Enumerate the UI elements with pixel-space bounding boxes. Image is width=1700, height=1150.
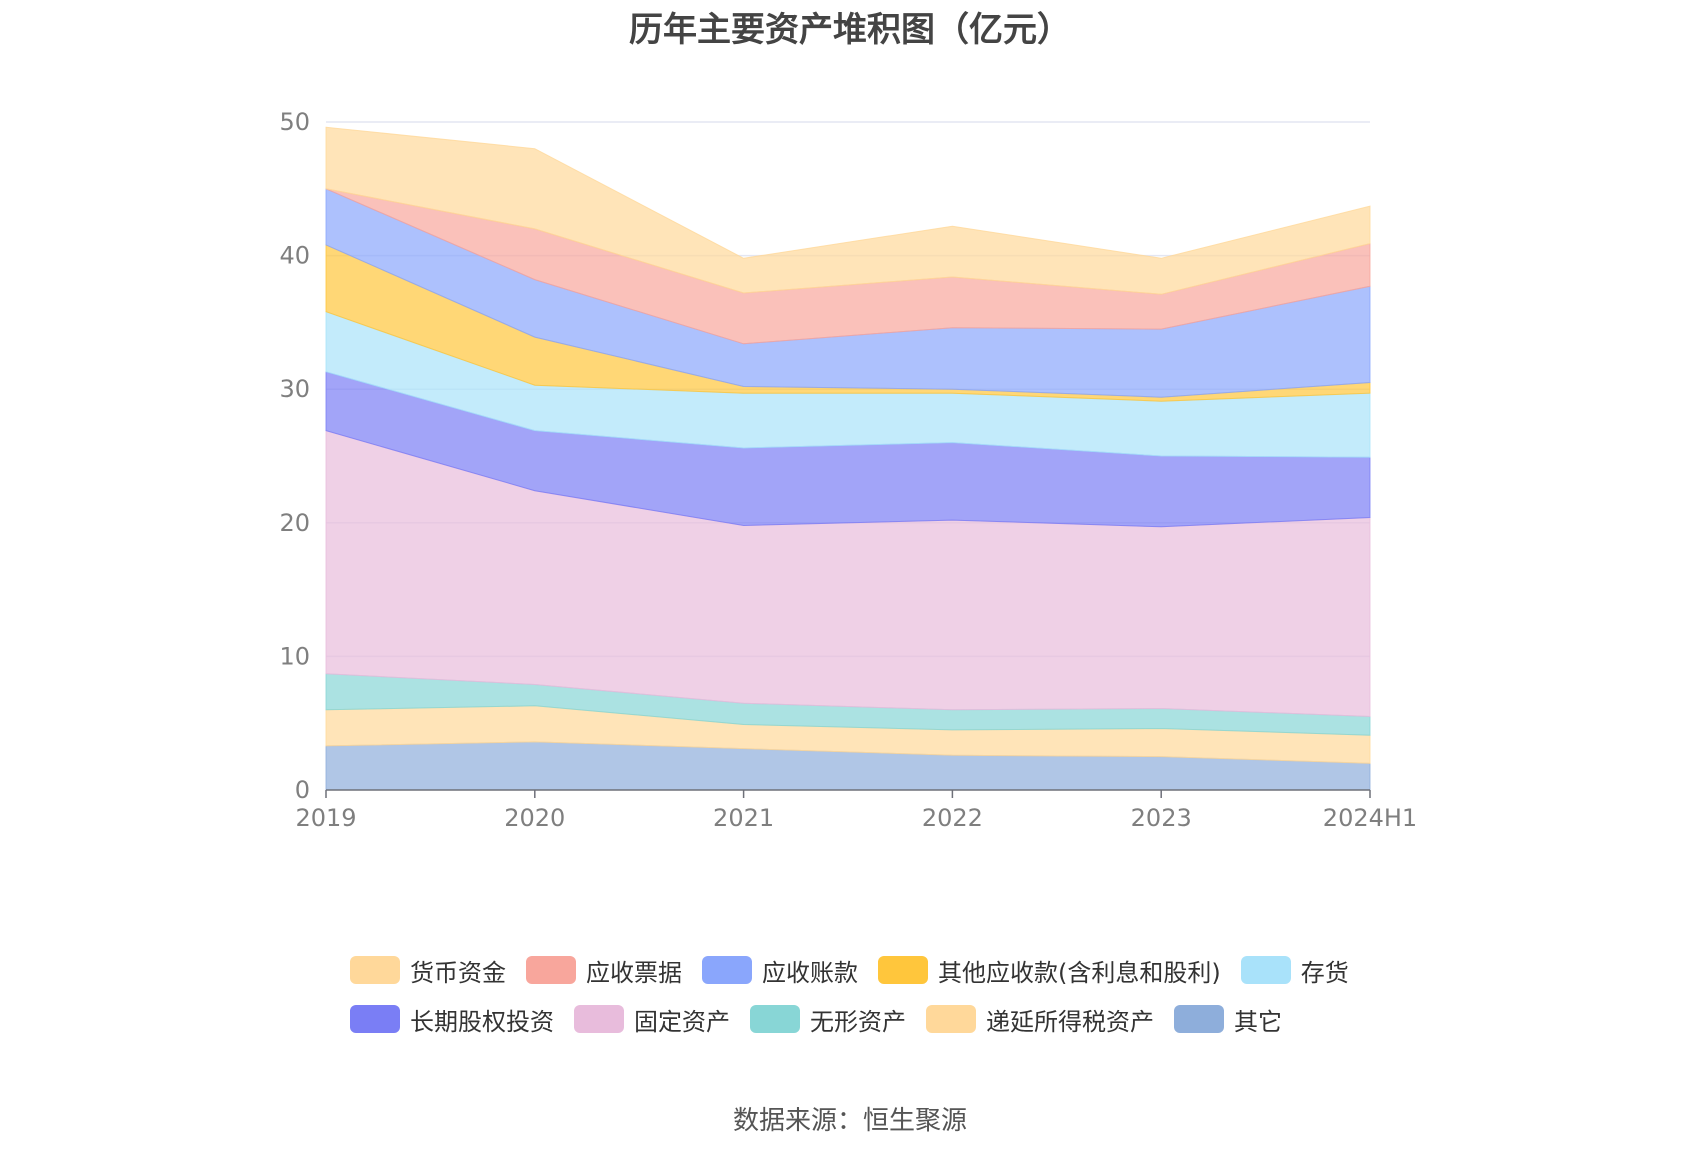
y-tick-label: 40: [279, 242, 310, 270]
legend-swatch: [1240, 956, 1291, 984]
legend-label: 长期股权投资: [410, 1007, 554, 1036]
legend-swatch: [878, 956, 928, 984]
legend: 货币资金 应收票据 应收账款 其他应收款(含利息和股利) 存货 长期股权投资 固定资产 无形…: [350, 955, 1400, 1053]
legend-label: 应收账款: [762, 958, 858, 987]
y-tick-label: 10: [279, 642, 310, 670]
x-tick-label: 2021: [713, 804, 774, 832]
legend-label: 无形资产: [810, 1007, 906, 1036]
legend-label: 递延所得税资产: [986, 1007, 1154, 1036]
x-tick-label: 2023: [1131, 804, 1192, 832]
legend-row: 货币资金 应收票据 应收账款 其他应收款(含利息和股利) 存货: [350, 953, 1400, 988]
chart-title: 历年主要资产堆积图（亿元）: [629, 10, 1071, 50]
y-tick-label: 20: [279, 509, 310, 537]
legend-swatch: [350, 956, 400, 984]
x-tick-label: 2020: [504, 804, 565, 832]
legend-label: 货币资金: [410, 958, 506, 987]
legend-swatch: [702, 956, 752, 984]
x-tick-label: 2019: [295, 804, 356, 832]
y-tick-label: 0: [295, 776, 310, 804]
legend-item[interactable]: 长期股权投资: [350, 1002, 554, 1037]
legend-label: 存货: [1300, 958, 1349, 987]
legend-swatch: [1174, 1005, 1224, 1033]
legend-item[interactable]: 存货: [1240, 953, 1349, 988]
legend-swatch: [750, 1005, 800, 1033]
legend-item[interactable]: 固定资产: [574, 1002, 730, 1037]
legend-swatch: [350, 1005, 400, 1033]
legend-item[interactable]: 应收票据: [526, 953, 682, 988]
x-tick-label: 2022: [922, 804, 983, 832]
legend-item[interactable]: 应收账款: [702, 953, 858, 988]
legend-swatch: [574, 1005, 624, 1033]
legend-swatch: [926, 1005, 976, 1033]
legend-item[interactable]: 无形资产: [750, 1002, 906, 1037]
legend-label: 固定资产: [634, 1007, 730, 1036]
legend-item[interactable]: 其他应收款(含利息和股利): [878, 953, 1221, 988]
y-tick-label: 30: [279, 375, 310, 403]
legend-item[interactable]: 货币资金: [350, 953, 506, 988]
legend-label: 应收票据: [586, 958, 682, 987]
legend-item[interactable]: 递延所得税资产: [926, 1002, 1154, 1037]
area-series-9[interactable]: [325, 126, 1371, 295]
x-tick-label: 2024H1: [1323, 804, 1417, 832]
legend-row: 长期股权投资 固定资产 无形资产 递延所得税资产 其它: [350, 1002, 1400, 1037]
legend-swatch: [526, 956, 576, 984]
data-source: 数据来源：恒生聚源: [732, 1106, 967, 1136]
legend-item[interactable]: 其它: [1174, 1002, 1282, 1037]
y-tick-label: 50: [279, 108, 310, 136]
legend-label: 其他应收款(含利息和股利): [938, 958, 1221, 987]
legend-label: 其它: [1234, 1007, 1282, 1036]
